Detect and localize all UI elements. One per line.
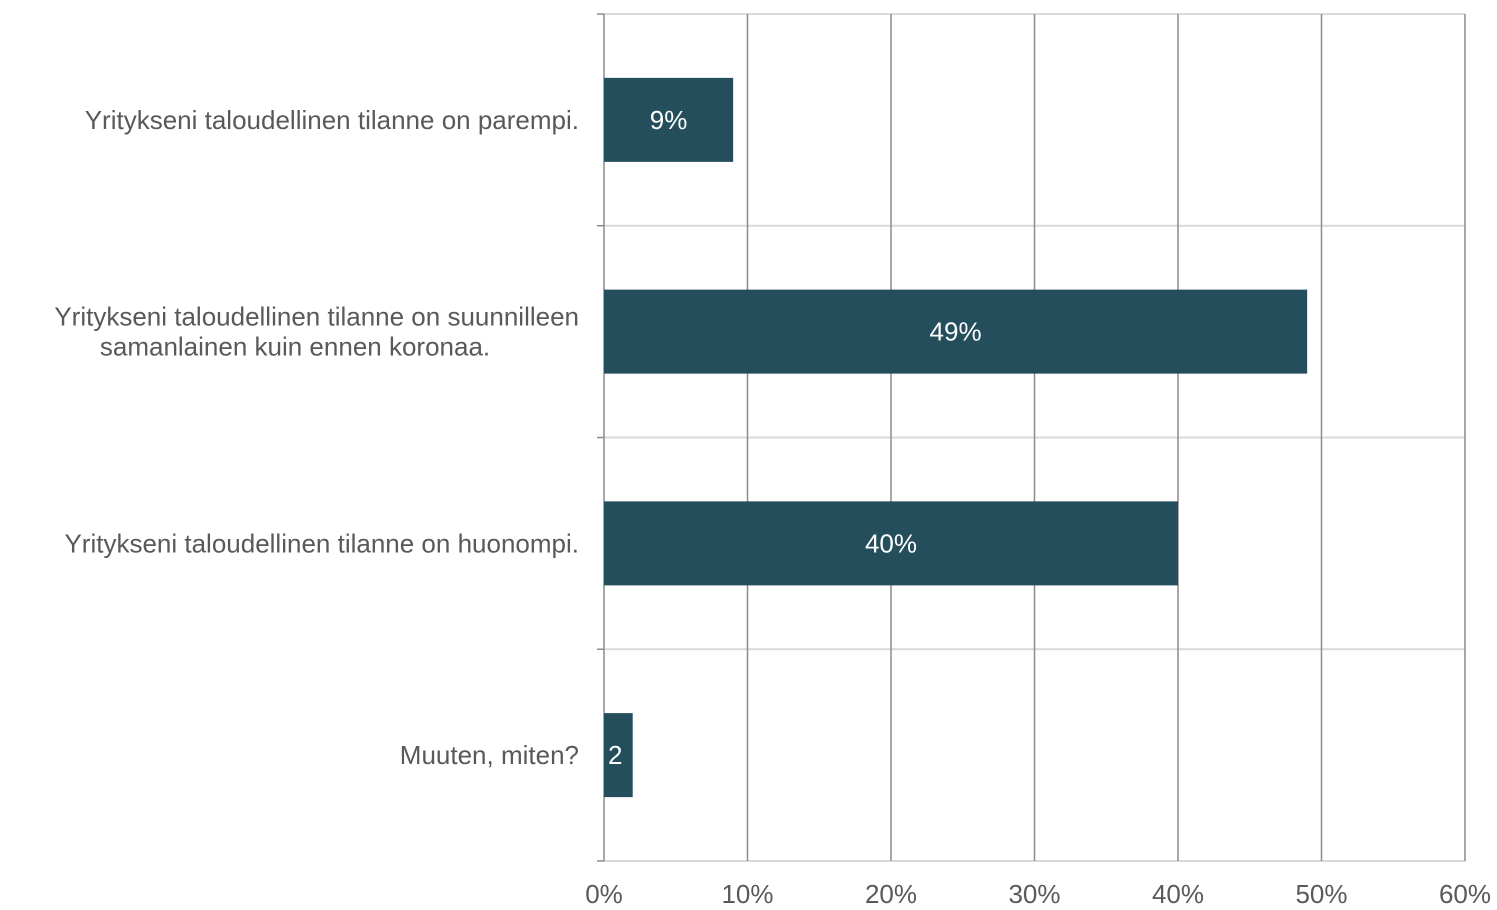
category-label-line: Yritykseni taloudellinen tilanne on huon…: [64, 528, 579, 558]
category-label: Yritykseni taloudellinen tilanne on huon…: [64, 528, 579, 558]
x-tick-label: 0%: [585, 879, 623, 909]
category-label: Yritykseni taloudellinen tilanne on suun…: [54, 302, 579, 362]
category-label: Muuten, miten?: [400, 740, 579, 770]
x-tick-label: 20%: [865, 879, 917, 909]
category-label: Yritykseni taloudellinen tilanne on pare…: [85, 105, 579, 135]
x-tick-label: 60%: [1439, 879, 1491, 909]
data-label: 9%: [650, 105, 688, 135]
category-label-line: Yritykseni taloudellinen tilanne on suun…: [54, 302, 579, 332]
category-label-line: Yritykseni taloudellinen tilanne on pare…: [85, 105, 579, 135]
data-label: 49%: [930, 317, 982, 347]
x-tick-label: 30%: [1008, 879, 1060, 909]
x-tick-label: 50%: [1295, 879, 1347, 909]
data-label: 2: [608, 740, 622, 770]
bar: [604, 501, 1178, 586]
bar: [604, 713, 633, 798]
label-layer: 0% 10% 20% 30% 40% 50% 60% 9% Yritykseni taloude…: [54, 105, 1491, 909]
bar: [604, 77, 734, 162]
x-tick-label: 40%: [1152, 879, 1204, 909]
bar: [604, 289, 1308, 374]
category-label-line: Muuten, miten?: [400, 740, 579, 770]
category-label-line: samanlainen kuin ennen koronaa.: [100, 332, 490, 362]
data-label: 40%: [865, 528, 917, 558]
x-tick-label: 10%: [721, 879, 773, 909]
bar-layer: [604, 77, 1308, 798]
